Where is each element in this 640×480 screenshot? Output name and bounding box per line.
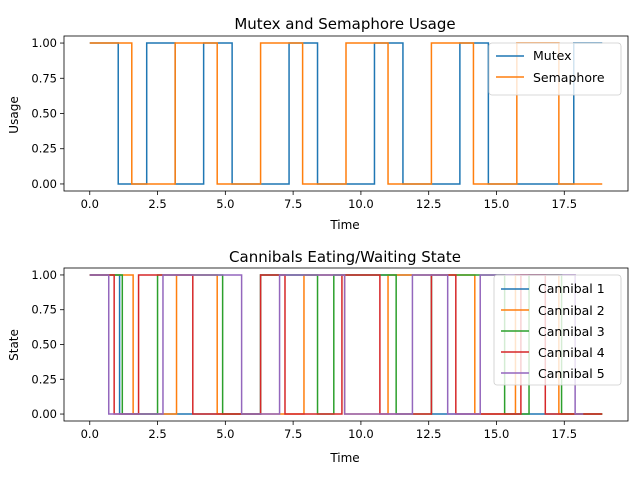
subplot-2-xtick-label: 12.5 bbox=[416, 427, 442, 441]
subplot-2-series bbox=[89, 274, 603, 415]
subplot-2-xtick-label: 10.0 bbox=[348, 427, 374, 441]
legend-cannibal-4-label: Cannibal 4 bbox=[538, 345, 605, 360]
subplot-1-ytick-label: 0.25 bbox=[31, 142, 57, 156]
subplot-2-ytick-label: 0.50 bbox=[31, 338, 57, 352]
subplot-1-xlabel: Time bbox=[329, 218, 359, 232]
subplot-1-xtick-label: 10.0 bbox=[348, 197, 374, 211]
subplot-2-ylabel: State bbox=[7, 329, 21, 361]
subplot-2-xtick-label: 7.5 bbox=[284, 427, 302, 441]
subplot-1-xtick-label: 5.0 bbox=[216, 197, 234, 211]
subplot-2-ytick-label: 0.75 bbox=[31, 303, 57, 317]
cannibals-subplot: Cannibals Eating/Waiting State Time Stat… bbox=[7, 248, 629, 465]
subplot-1-xtick-label: 0.0 bbox=[81, 197, 99, 211]
subplot-1-title: Mutex and Semaphore Usage bbox=[234, 15, 455, 33]
subplot-1-ytick-label: 0.75 bbox=[31, 71, 57, 85]
subplot-1-legend: Mutex Semaphore bbox=[488, 42, 622, 96]
subplot-2-xtick-label: 15.0 bbox=[484, 427, 510, 441]
subplot-2-legend: Cannibal 1 Cannibal 2 Cannibal 3 Canniba… bbox=[493, 274, 622, 386]
subplot-1-xtick-label: 15.0 bbox=[484, 197, 510, 211]
legend-cannibal-2-label: Cannibal 2 bbox=[538, 303, 605, 318]
subplot-1-ticks: 0.0 2.5 5.0 7.5 10.0 12.5 15.0 17.5 0.00 0.25 0.50… bbox=[31, 36, 577, 211]
subplot-2-ytick-label: 0.25 bbox=[31, 372, 57, 386]
mutex-semaphore-subplot: Mutex and Semaphore Usage Time Usage 0.0… bbox=[7, 15, 629, 232]
legend-mutex-label: Mutex bbox=[533, 48, 571, 63]
subplot-2-ticks: 0.0 2.5 5.0 7.5 10.0 12.5 15.0 17.5 0.00 0.25 0.50… bbox=[31, 268, 577, 441]
subplot-1-xtick-label: 17.5 bbox=[551, 197, 577, 211]
subplot-2-xlabel: Time bbox=[329, 451, 359, 465]
legend-cannibal-5-label: Cannibal 5 bbox=[538, 366, 605, 381]
subplot-2-xtick-label: 5.0 bbox=[216, 427, 234, 441]
legend-cannibal-3-label: Cannibal 3 bbox=[538, 324, 605, 339]
legend-semaphore-label: Semaphore bbox=[533, 70, 605, 85]
legend-cannibal-1-label: Cannibal 1 bbox=[538, 281, 605, 296]
subplot-1-xtick-label: 2.5 bbox=[148, 197, 166, 211]
subplot-2-xtick-label: 2.5 bbox=[148, 427, 166, 441]
subplot-2-ytick-label: 0.00 bbox=[31, 407, 57, 421]
series-line-semaphore bbox=[89, 42, 603, 185]
subplot-2-frame bbox=[63, 267, 629, 422]
subplot-2-title: Cannibals Eating/Waiting State bbox=[229, 248, 461, 266]
subplot-1-xtick-label: 12.5 bbox=[416, 197, 442, 211]
series-line-cannibal-3 bbox=[89, 274, 603, 415]
subplot-1-ytick-label: 0.50 bbox=[31, 107, 57, 121]
subplot-1-ylabel: Usage bbox=[7, 96, 21, 133]
subplot-2-xtick-label: 0.0 bbox=[81, 427, 99, 441]
subplot-1-ytick-label: 0.00 bbox=[31, 177, 57, 191]
subplot-2-legend-box bbox=[493, 274, 622, 386]
subplot-1-ytick-label: 1.00 bbox=[31, 36, 57, 50]
subplot-1-series bbox=[89, 42, 603, 185]
subplot-2-xtick-label: 17.5 bbox=[551, 427, 577, 441]
subplot-1-frame bbox=[63, 35, 629, 192]
series-line-cannibal-5 bbox=[89, 274, 584, 415]
subplot-1-xtick-label: 7.5 bbox=[284, 197, 302, 211]
series-line-cannibal-4 bbox=[89, 274, 603, 415]
subplot-2-ytick-label: 1.00 bbox=[31, 268, 57, 282]
